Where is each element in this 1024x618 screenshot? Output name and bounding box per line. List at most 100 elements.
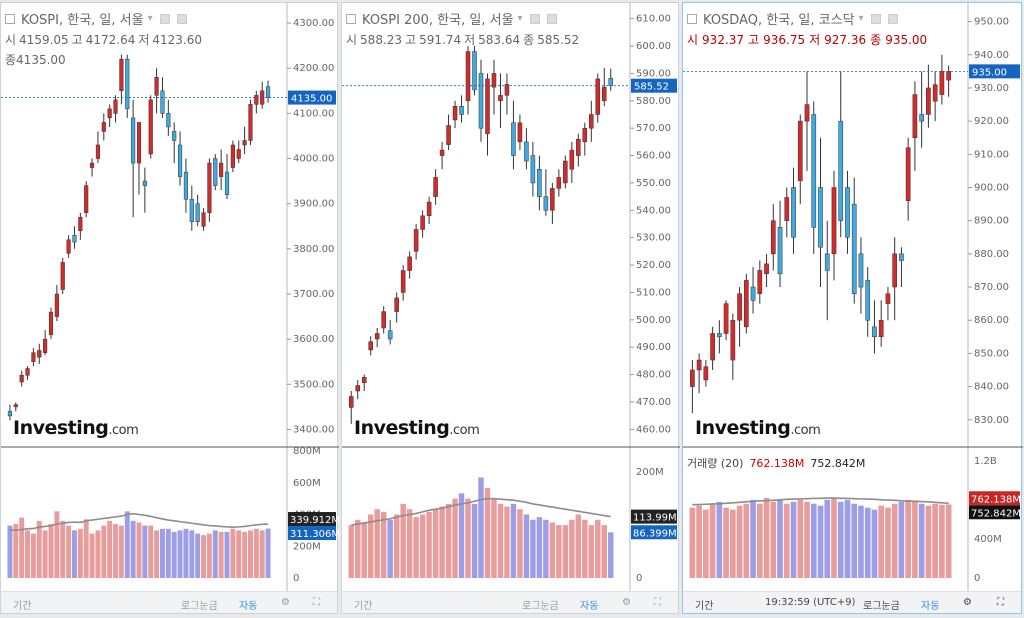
volume-bar [945,504,952,578]
volume-ma-badge-label: 762.138M [971,494,1021,505]
candle-body [25,368,30,376]
volume-bar [154,530,160,578]
price-tick-label: 900.00 [974,183,1009,194]
candle-body [919,114,924,122]
chart-type-icon[interactable] [346,13,356,24]
title-caret-icon[interactable]: ▾ [147,13,153,24]
log-scale-button[interactable]: 로그눈금 [863,601,900,612]
title-caret-icon[interactable]: ▾ [858,13,864,24]
candle-body [537,169,542,197]
close-icon[interactable] [887,13,898,24]
volume-bar [89,533,95,578]
candle-body [446,125,451,145]
volume-bar [549,522,556,578]
candle-body [784,197,790,221]
volume-bar [124,511,130,578]
candle-body [878,319,884,338]
settings-icon[interactable] [529,13,540,24]
period-button[interactable]: 기간 [13,601,32,612]
candle-body [504,84,510,96]
settings-icon[interactable] [870,13,881,24]
close-icon[interactable] [546,13,557,24]
kosdaq-title-bar: KOSDAQ, 한국, 일, 코스닥 ▾ [687,9,898,28]
candle-body [563,160,568,184]
kosdaq-chart: 830.00 840.00 850.00 860.00 870.00 880.00 890.… [683,3,1023,609]
volume-bar [595,519,601,578]
price-tick-label: 550.00 [636,178,671,189]
fullscreen-icon[interactable]: ⛶ [654,597,661,608]
candle-body [224,171,230,195]
volume-bar [380,511,387,578]
candle-body [107,108,112,119]
title-caret-icon[interactable]: ▾ [517,13,523,24]
candle-body [19,375,24,383]
candle-body [777,227,783,275]
last-price-label: 585.52 [634,82,669,93]
candle-body [78,216,83,232]
price-tick-label: 840.00 [974,382,1009,393]
gear-icon[interactable]: ⚙ [281,597,290,608]
candle-body [804,104,810,122]
volume-bar [400,503,406,578]
period-button[interactable]: 기간 [354,601,373,612]
price-tick-label: 480.00 [636,370,671,381]
volume-ma-badge [969,491,1020,506]
price-tick-label: 500.00 [636,315,671,326]
price-tick-label: 4100.00 [293,108,334,119]
candle-body [219,162,224,177]
close-icon[interactable] [176,13,187,24]
volume-bar [348,525,354,578]
candle-body [885,293,891,304]
fullscreen-icon[interactable]: ⛶ [313,597,320,608]
last-price-badge [288,90,336,105]
chart-type-icon[interactable] [5,13,15,24]
volume-bar [118,525,124,578]
fullscreen-icon[interactable]: ⛶ [997,597,1004,608]
volume-bar [19,517,25,578]
chart-type-icon[interactable] [687,13,697,24]
auto-scale-button[interactable]: 자동 [921,601,940,612]
candle-body [764,263,769,275]
volume-last-badge-label: 86.399M [633,528,677,539]
candle-body [348,396,354,408]
candle-body [136,122,142,164]
candle-body [608,78,614,86]
log-scale-button[interactable]: 로그눈금 [522,601,559,612]
candle-body [172,131,177,141]
candle-body [13,404,18,408]
candle-body [797,120,803,182]
price-tick-label: 880.00 [974,249,1009,260]
price-tick-label: 950.00 [974,17,1009,28]
price-tick-label: 4200.00 [293,63,334,74]
volume-bar [465,498,471,578]
volume-bar [743,503,750,578]
volume-ma-line [9,512,269,532]
gear-icon[interactable]: ⚙ [963,597,972,608]
volume-bar [452,498,458,578]
gear-icon[interactable]: ⚙ [622,597,631,608]
price-tick-label: 460.00 [636,424,671,435]
log-scale-button[interactable]: 로그눈금 [181,601,218,612]
volume-bar [709,503,716,578]
volume-bar [471,503,478,578]
candle-body [236,149,241,159]
candle-body [472,51,477,91]
volume-bar [696,505,702,578]
settings-icon[interactable] [159,13,170,24]
auto-scale-button[interactable]: 자동 [580,601,599,612]
volume-bar [878,505,885,578]
candle-body [37,350,42,358]
auto-scale-button[interactable]: 자동 [239,601,258,612]
price-tick-label: 920.00 [974,116,1009,127]
volume-bar [230,528,236,578]
price-tick-label: 4300.00 [293,18,334,29]
candle-body [142,180,147,186]
volume-bar [824,499,831,578]
volume-bar [101,525,107,578]
candle-body [912,94,918,138]
candle-body [355,385,360,392]
candle-body [905,147,911,202]
candle-body [717,333,722,338]
period-button[interactable]: 기간 [695,601,714,612]
volume-bar [160,528,165,578]
